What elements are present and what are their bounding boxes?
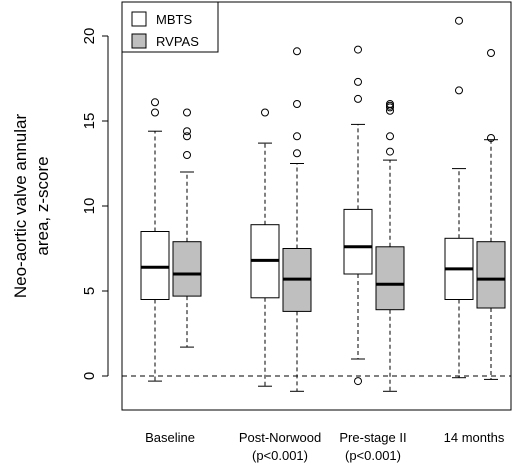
outlier-point [151,108,159,117]
outlier-point [293,149,301,158]
plot-frame [121,1,512,411]
box-mbts-2 [250,108,280,387]
iqr-box [172,241,202,297]
iqr-box [476,241,506,309]
outlier-point [183,151,191,159]
category-sublabel: (p<0.001) [345,448,401,463]
y-tick-label: 20 [81,28,98,45]
outlier-point [487,49,495,57]
box-rvpas-1 [172,108,202,348]
category-label: Baseline [145,430,195,445]
box-mbts-4 [444,16,474,379]
outlier-point [293,100,301,108]
category-sublabel: (p<0.001) [252,448,308,463]
outlier-point [354,77,362,86]
category-label: 14 months [444,430,505,445]
y-axis-title-line: area, z-score [33,156,52,255]
box-mbts-3 [343,45,373,386]
category-label: Pre-stage II [339,430,406,445]
y-tick-label: 5 [81,287,98,295]
iqr-box [343,208,373,275]
outlier-point [183,108,191,117]
box-mbts-1 [140,98,170,382]
y-axis-label: Neo-aortic valve annular area, z-score [11,114,52,299]
legend-swatch [131,11,147,27]
outlier-point [386,100,394,108]
legend-label: RVPAS [156,34,199,49]
y-axis-title-line: Neo-aortic valve annular [11,114,30,299]
outlier-point [386,132,394,141]
y-tick-label: 10 [81,198,98,215]
outlier-point [293,47,301,56]
legend-label: MBTS [156,12,192,27]
outlier-point [487,134,495,142]
outlier-point [455,86,463,95]
y-axis: 0 5 10 15 20 [81,28,109,380]
outlier-point [455,16,463,25]
legend-swatch [131,33,147,49]
outlier-point [354,377,362,386]
y-tick-label: 15 [81,113,98,130]
outlier-point [151,98,159,107]
x-axis-category-labels: Baseline Post-Norwood (p<0.001) Pre-stage I… [145,430,505,463]
outlier-point [183,132,191,141]
legend: MBTS RVPAS [121,1,219,53]
outlier-point [386,147,394,156]
outlier-point [261,108,269,117]
outlier-point [183,127,191,136]
box-rvpas-2 [282,47,312,392]
iqr-box [375,246,405,311]
outlier-point [354,45,362,54]
outlier-point [386,101,394,110]
box-rvpas-4 [476,49,506,380]
y-tick-label: 0 [81,372,98,380]
outlier-point [354,94,362,103]
box-series [140,16,506,392]
box-rvpas-3 [375,100,405,392]
category-label: Post-Norwood [239,430,321,445]
iqr-box [140,231,170,300]
outlier-point [293,132,301,141]
plot-border [121,1,512,411]
